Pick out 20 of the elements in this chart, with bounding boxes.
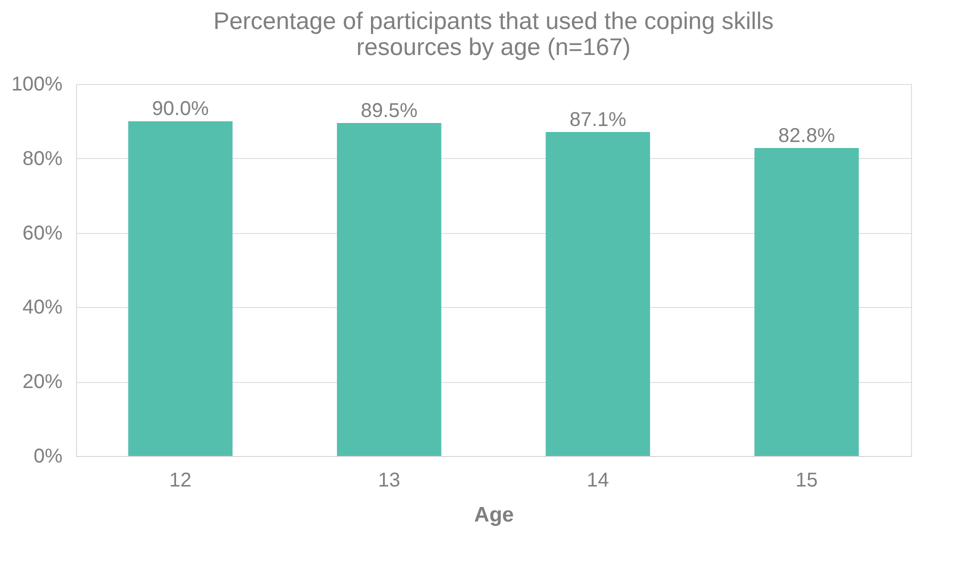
- x-tick-label: 15: [796, 470, 818, 492]
- bar: [336, 123, 442, 456]
- y-tick-label: 20%: [22, 371, 63, 394]
- data-label: 90.0%: [152, 98, 209, 120]
- data-label: 82.8%: [778, 124, 836, 147]
- y-tick-label: 100%: [11, 74, 63, 96]
- bar: [128, 121, 233, 456]
- data-label: 87.1%: [570, 108, 626, 131]
- y-tick-label: 60%: [22, 222, 63, 244]
- x-tick-label: 14: [586, 470, 609, 492]
- y-tick-label: 80%: [22, 148, 63, 170]
- bar: [754, 148, 859, 456]
- x-tick-label: 13: [378, 470, 400, 492]
- x-tick-label: 12: [169, 470, 192, 492]
- chart-title: Percentage of participants that used the coping skills resources by age (n=167): [213, 8, 774, 61]
- bar: [546, 132, 650, 456]
- y-tick-label: 0%: [34, 446, 63, 468]
- x-axis-title: Age: [474, 504, 514, 526]
- data-label: 89.5%: [360, 100, 418, 122]
- y-tick-label: 40%: [22, 296, 63, 319]
